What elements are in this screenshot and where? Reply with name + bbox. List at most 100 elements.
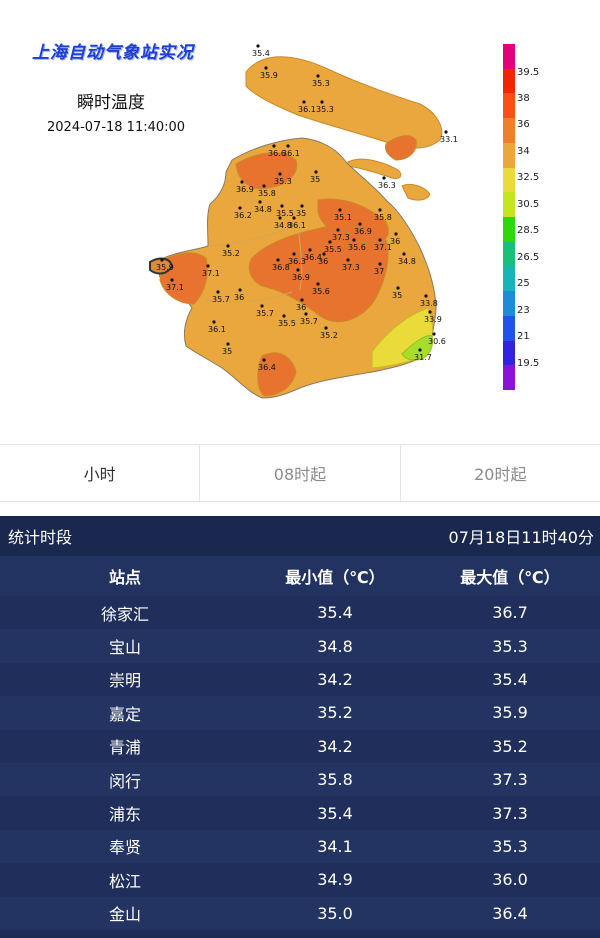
table-row[interactable]: 嘉定 35.2 35.9 <box>0 696 600 730</box>
legend-label: 30.5 <box>517 199 540 210</box>
station-value: 35.5 <box>278 319 296 328</box>
station-dot <box>256 44 260 48</box>
station-dot <box>258 200 262 204</box>
min-value: 35.2 <box>317 703 353 723</box>
station-value: 33.9 <box>424 315 442 324</box>
station-dot <box>444 130 448 134</box>
station-value: 35.2 <box>320 331 338 340</box>
station-value: 34.8 <box>398 257 416 266</box>
tab-hourly[interactable]: 小时 <box>0 445 201 501</box>
station-value: 35.7 <box>300 317 318 326</box>
max-value: 36.4 <box>492 903 528 923</box>
station-value: 36.1 <box>298 105 316 114</box>
legend-color-swatch <box>503 291 515 317</box>
station-dot <box>216 290 220 294</box>
station-dot <box>320 100 324 104</box>
station-value: 35.3 <box>274 177 292 186</box>
station-value: 35.2 <box>222 249 240 258</box>
tab-since-08[interactable]: 08时起 <box>200 445 401 501</box>
min-value: 34.8 <box>317 636 353 656</box>
station-value: 35.4 <box>252 49 270 58</box>
coolest-zone <box>401 335 433 361</box>
table-row[interactable]: 浦东 35.4 37.3 <box>0 796 600 830</box>
station-value: 37 <box>374 267 384 276</box>
legend-color-swatch <box>503 167 515 193</box>
min-value: 34.1 <box>317 836 353 856</box>
min-value: 34.2 <box>317 669 353 689</box>
table-row[interactable]: 闵行 35.8 37.3 <box>0 762 600 797</box>
station-value: 36.3 <box>288 257 306 266</box>
hot-zone-central <box>317 198 389 244</box>
station-value: 37.3 <box>342 263 360 272</box>
station-value: 33.8 <box>420 299 438 308</box>
station-dot <box>328 240 332 244</box>
station-dot <box>304 312 308 316</box>
table-row[interactable]: 崇明 34.2 35.4 <box>0 662 600 697</box>
station-dot <box>296 268 300 272</box>
min-value: 35.0 <box>317 903 353 923</box>
station-name: 金山 <box>108 905 141 925</box>
station-value: 35 <box>222 347 232 356</box>
legend-label: 28.5 <box>517 225 540 236</box>
station-dot <box>324 326 328 330</box>
table-row[interactable]: 松江 34.9 36.0 <box>0 863 600 897</box>
legend-label: 34 <box>517 146 530 157</box>
map-banner: 上海自动气象站实况 <box>32 43 194 63</box>
max-value: 35.2 <box>492 736 528 756</box>
station-dot <box>170 278 174 282</box>
table-row[interactable]: 徐家汇 35.4 36.7 <box>0 596 600 630</box>
station-dot <box>394 232 398 236</box>
header-station: 站点 <box>108 568 141 587</box>
min-value: 35.8 <box>317 770 353 790</box>
station-dot <box>226 244 230 248</box>
station-dot <box>346 258 350 262</box>
station-value: 36.2 <box>234 211 252 220</box>
tab-since-20[interactable]: 20时起 <box>474 465 527 484</box>
station-dot <box>314 170 318 174</box>
max-value: 35.3 <box>492 836 528 856</box>
station-value: 36.3 <box>378 181 396 190</box>
station-name: 奉贤 <box>108 838 141 858</box>
map-timestamp: 2024-07-18 11:40:00 <box>47 120 186 135</box>
table-row[interactable]: 金山 35.0 36.4 <box>0 896 600 930</box>
legend-color-swatch <box>503 118 515 144</box>
station-dot <box>316 74 320 78</box>
station-value: 36.1 <box>288 221 306 230</box>
legend-color-swatch <box>503 68 515 94</box>
legend-color-swatch <box>503 44 515 70</box>
station-dot <box>272 144 276 148</box>
station-dot <box>378 262 382 266</box>
period-label: 统计时段 <box>8 528 73 547</box>
station-dot <box>316 282 320 286</box>
legend-color-swatch <box>503 217 515 243</box>
station-value: 35.5 <box>276 209 294 218</box>
station-value: 35 <box>296 209 306 218</box>
table-row[interactable]: 奉贤 34.1 35.3 <box>0 829 600 864</box>
station-value: 35.6 <box>348 243 366 252</box>
legend-label: 26.5 <box>517 252 540 263</box>
max-value: 35.4 <box>492 669 528 689</box>
legend-color-swatch <box>503 241 515 267</box>
station-value: 36.4 <box>304 253 322 262</box>
station-value: 31.7 <box>414 353 432 362</box>
table-row[interactable]: 宝山 34.8 35.3 <box>0 629 600 663</box>
max-value: 36.7 <box>492 603 528 623</box>
station-dot <box>240 180 244 184</box>
hot-zone-chongming <box>385 135 417 161</box>
table-header: 站点 最小值（℃） 最大值（℃） <box>0 556 600 596</box>
station-dot <box>378 208 382 212</box>
min-value: 35.4 <box>317 603 353 623</box>
time-range-tabs: 小时 08时起 20时起 <box>0 444 600 502</box>
station-value: 36.4 <box>258 363 276 372</box>
station-dot <box>338 208 342 212</box>
legend-label: 32.5 <box>517 172 540 183</box>
station-dot <box>402 252 406 256</box>
table-row[interactable]: 青浦 34.2 35.2 <box>0 729 600 763</box>
max-value: 35.9 <box>492 703 528 723</box>
station-name: 闵行 <box>108 771 141 791</box>
station-value: 35.9 <box>260 71 278 80</box>
station-dot <box>428 310 432 314</box>
station-dot <box>206 264 210 268</box>
station-dot <box>424 294 428 298</box>
station-name: 徐家汇 <box>100 604 149 624</box>
